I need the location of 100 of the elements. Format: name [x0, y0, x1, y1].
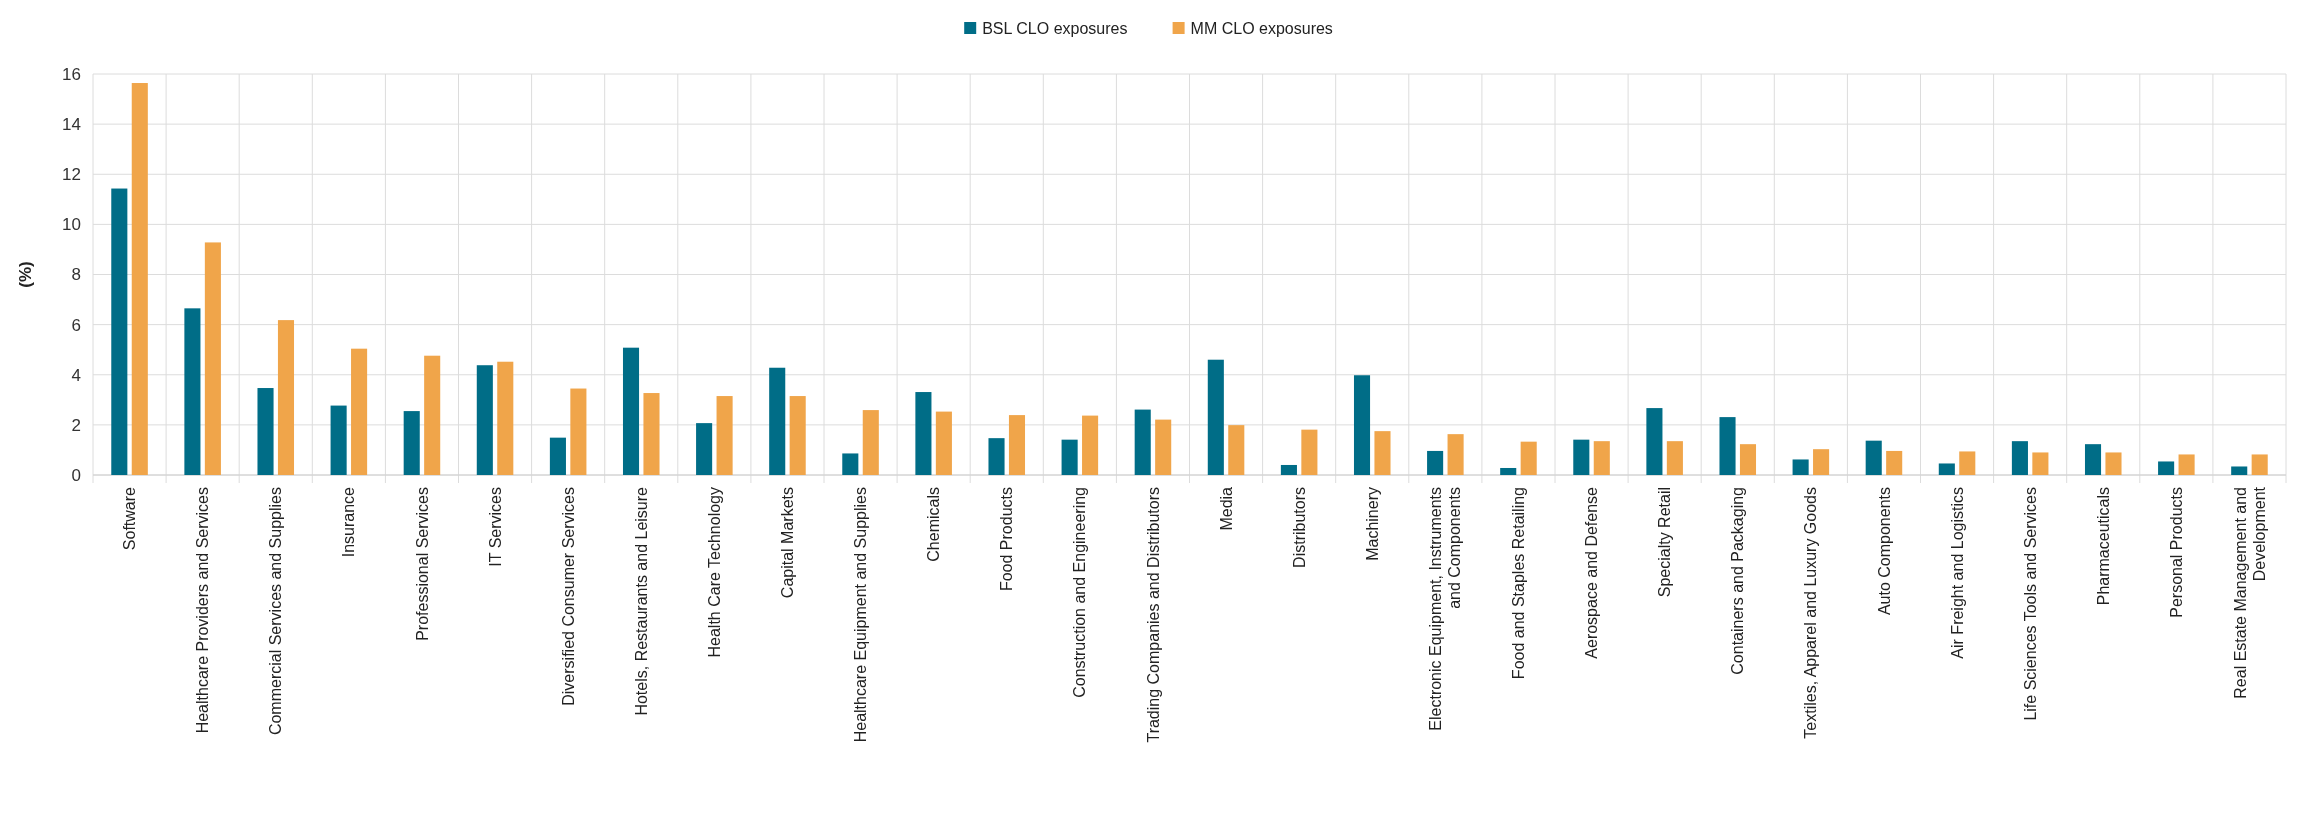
x-tick-label: Distributors	[1290, 487, 1308, 568]
x-tick-label: Machinery	[1363, 487, 1381, 561]
x-tick-label: Chemicals	[925, 487, 943, 562]
y-tick-label: 2	[71, 415, 81, 435]
bar	[2158, 461, 2175, 475]
x-tick-label: Food and Staples Retailing	[1510, 487, 1528, 680]
bar	[131, 83, 148, 475]
x-tick-label: Pharmaceuticals	[2094, 487, 2112, 606]
bar	[1008, 415, 1026, 475]
bar	[643, 393, 660, 475]
y-tick-label: 10	[62, 215, 81, 235]
x-tick-label: Commercial Services and Supplies	[267, 487, 285, 736]
bar	[1959, 451, 1976, 475]
x-tick-label: Electronic Equipment, Instruments and Components	[1427, 487, 1464, 731]
x-tick-label: Personal Products	[2167, 487, 2185, 618]
x-tick-label: IT Services	[486, 487, 504, 567]
bar	[1207, 359, 1224, 475]
bar	[1573, 439, 1590, 475]
bar	[1666, 441, 1683, 475]
bar	[257, 388, 274, 475]
bar	[1155, 419, 1172, 475]
y-tick-label: 12	[62, 165, 81, 185]
bar	[789, 396, 806, 475]
bar	[476, 365, 493, 475]
bar	[2178, 454, 2195, 475]
bar	[1593, 441, 1610, 475]
x-tick-label: Capital Markets	[779, 487, 797, 599]
x-tick-label: Trading Companies and Distributors	[1144, 487, 1162, 743]
bar	[1427, 450, 1444, 475]
bar	[570, 388, 587, 475]
bar	[1353, 375, 1371, 475]
x-tick-label: Aerospace and Defense	[1583, 486, 1601, 659]
x-tick-label: Life Sciences Tools and Services	[2021, 487, 2039, 721]
bar	[2084, 444, 2102, 475]
x-tick-label: Media	[1217, 486, 1235, 531]
bar	[1061, 439, 1078, 475]
x-tick-label: Air Freight and Logistics	[1948, 487, 1966, 659]
bar	[549, 437, 566, 475]
bar	[184, 308, 201, 475]
bar	[351, 348, 368, 475]
bar	[1082, 415, 1099, 475]
bar	[1719, 417, 1736, 475]
bar	[1280, 464, 1297, 475]
legend-label: BSL CLO exposures	[982, 19, 1128, 37]
bar	[1938, 463, 1955, 475]
legend-label: MM CLO exposures	[1190, 19, 1333, 37]
x-tick-label: Healthcare Equipment and Supplies	[852, 487, 870, 743]
bar	[622, 347, 640, 475]
bar	[1813, 449, 1830, 475]
bar	[2032, 452, 2049, 475]
y-tick-label: 4	[71, 365, 81, 385]
x-tick-label: Auto Components	[1875, 487, 1893, 616]
bar	[2105, 452, 2122, 475]
x-tick-label: Food Products	[998, 487, 1016, 592]
x-tick-label: Hotels, Restaurants and Leisure	[632, 486, 650, 716]
bar	[842, 453, 859, 475]
bar	[277, 320, 295, 475]
bar	[497, 361, 514, 475]
bar	[716, 396, 733, 475]
bar	[2011, 441, 2028, 475]
bar	[862, 410, 879, 475]
bar	[1447, 434, 1464, 475]
y-axis-title: (%)	[16, 261, 35, 288]
bar	[403, 411, 420, 475]
x-tick-label: Healthcare Providers and Services	[194, 487, 212, 734]
bar	[1134, 409, 1151, 475]
x-tick-label: Software	[121, 486, 139, 551]
x-tick-label: Diversified Consumer Services	[559, 487, 577, 706]
bar	[2251, 454, 2268, 475]
x-tick-label: Specialty Retail	[1656, 487, 1674, 598]
bar	[1739, 444, 1757, 475]
bar	[915, 392, 932, 475]
bar	[330, 405, 347, 475]
bar	[988, 438, 1005, 475]
bar	[424, 355, 441, 475]
bar	[1301, 429, 1318, 475]
y-tick-label: 0	[71, 465, 81, 485]
x-tick-label: Textiles, Apparel and Luxury Goods	[1802, 487, 1820, 739]
y-tick-label: 16	[62, 64, 81, 84]
bar	[111, 188, 128, 475]
bar	[1374, 431, 1391, 475]
bar	[1520, 441, 1537, 475]
x-tick-label: Construction and Engineering	[1071, 487, 1089, 698]
bar	[1228, 425, 1245, 475]
bar	[1500, 467, 1517, 475]
bar	[769, 367, 786, 475]
bar	[935, 411, 952, 475]
bar	[1646, 408, 1663, 475]
bar	[1886, 450, 1903, 475]
bar	[1792, 459, 1809, 475]
x-tick-label: Containers and Packaging	[1729, 487, 1747, 675]
x-tick-label: Real Estate Management and Development	[2231, 486, 2268, 699]
bar	[2231, 466, 2248, 475]
x-tick-label: Insurance	[340, 486, 358, 558]
bar	[204, 242, 221, 475]
y-tick-label: 8	[71, 265, 81, 285]
y-tick-label: 6	[71, 315, 81, 335]
bar	[1865, 440, 1882, 475]
x-tick-label: Professional Services	[413, 487, 431, 641]
bar	[696, 423, 713, 475]
